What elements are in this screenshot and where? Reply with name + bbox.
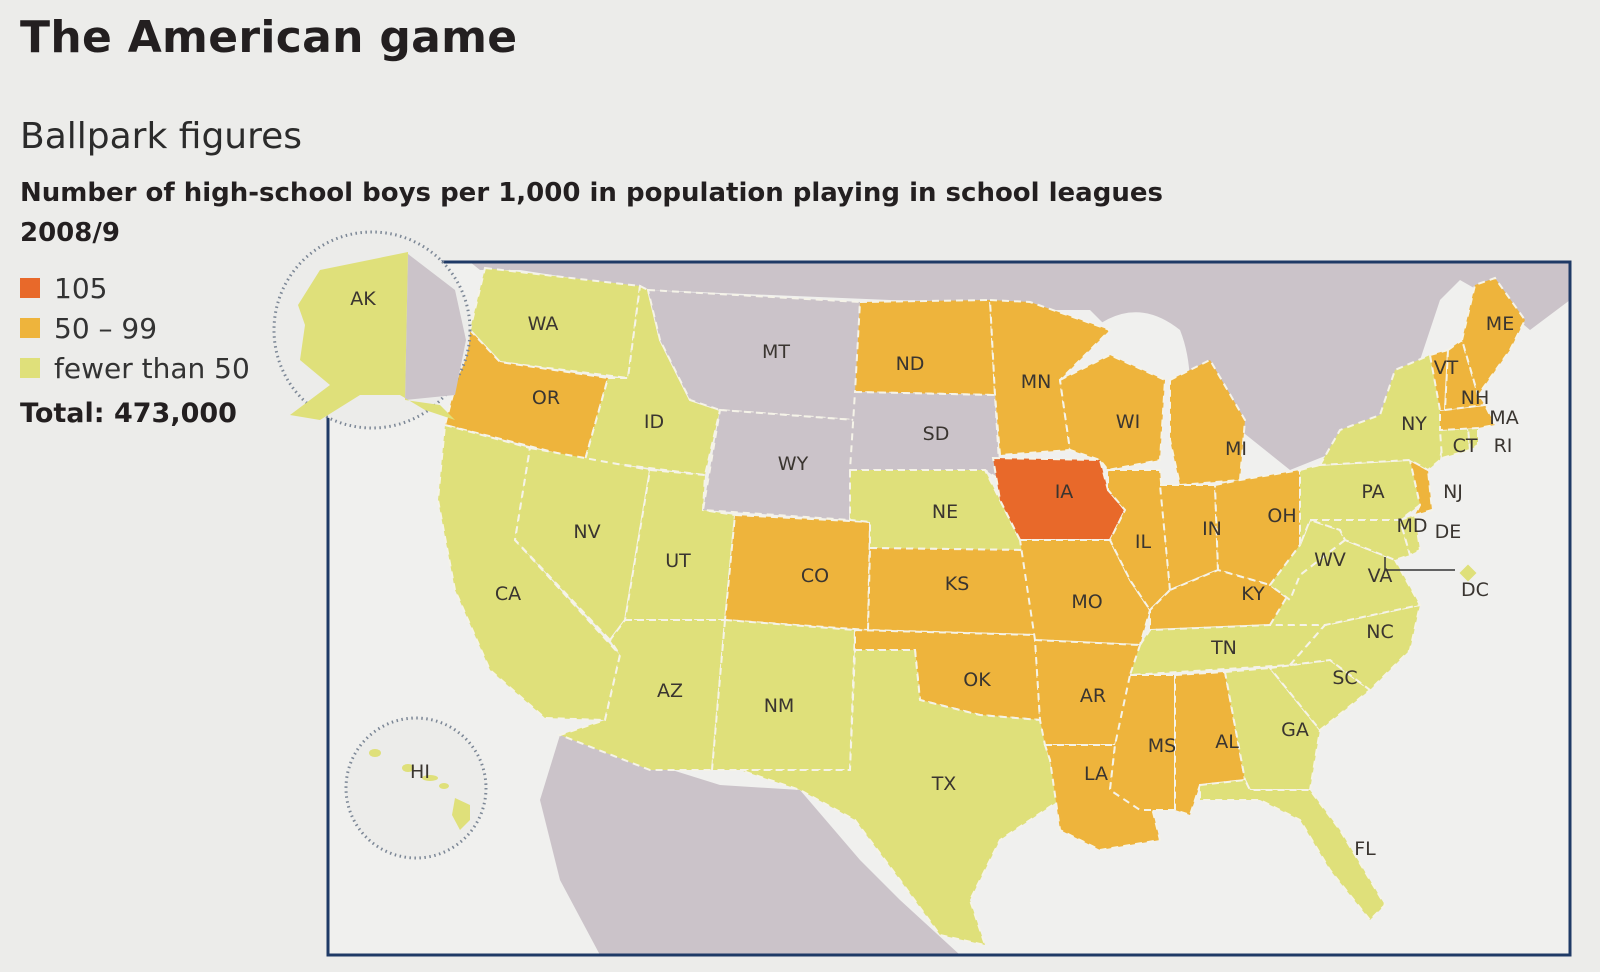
label-NC: NC (1366, 621, 1393, 643)
state-labels: AK HI WA OR CA ID NV UT AZ MT WY CO NM N… (350, 288, 1518, 860)
label-IL: IL (1135, 531, 1152, 553)
label-ID: ID (644, 411, 664, 433)
label-WI: WI (1116, 411, 1140, 433)
label-WY: WY (778, 453, 809, 475)
state-MT[interactable] (646, 288, 862, 422)
state-FL[interactable] (1199, 778, 1387, 922)
chart-subtitle: Ballpark figures (20, 116, 303, 157)
state-DE[interactable] (1398, 513, 1422, 557)
total-value: Total: 473,000 (20, 398, 237, 429)
dc-leader-line (1384, 557, 1455, 571)
label-KS: KS (945, 573, 970, 595)
label-NJ: NJ (1443, 481, 1463, 503)
label-NH: NH (1461, 387, 1490, 409)
label-CA: CA (495, 583, 521, 605)
state-NV[interactable] (513, 446, 652, 642)
state-WI[interactable] (1058, 353, 1167, 472)
label-UT: UT (665, 550, 691, 572)
label-CO: CO (801, 565, 829, 587)
label-DE: DE (1435, 521, 1462, 543)
hawaii-inset (344, 716, 488, 860)
states (436, 266, 1527, 947)
page-title: The American game (20, 12, 518, 63)
chart-description: Number of high-school boys per 1,000 in … (20, 173, 1270, 253)
label-IN: IN (1202, 518, 1222, 540)
label-ND: ND (896, 353, 925, 375)
label-DC: DC (1461, 579, 1489, 601)
canada-land (328, 262, 1570, 470)
state-AK[interactable] (290, 252, 455, 420)
description-line: Number of high-school boys per 1,000 in … (20, 178, 1163, 208)
label-GA: GA (1281, 719, 1309, 741)
label-FL: FL (1354, 838, 1376, 860)
label-NY: NY (1401, 413, 1427, 435)
label-AK: AK (350, 288, 376, 310)
legend-item-fewer-than-50: fewer than 50 (20, 348, 250, 388)
state-ME[interactable] (1460, 276, 1527, 398)
label-MA: MA (1489, 407, 1518, 429)
label-MS: MS (1148, 735, 1176, 757)
label-ME: ME (1486, 313, 1514, 335)
legend-item-105: 105 (20, 268, 250, 308)
label-WV: WV (1314, 549, 1346, 571)
label-VT: VT (1434, 357, 1459, 379)
state-ND[interactable] (853, 298, 997, 397)
legend-label: fewer than 50 (54, 351, 250, 385)
label-WA: WA (528, 313, 559, 335)
state-NH[interactable] (1443, 338, 1487, 412)
alaska-inset (272, 230, 472, 430)
label-HI: HI (410, 761, 430, 783)
state-ID[interactable] (583, 284, 722, 477)
state-WY[interactable] (701, 408, 857, 522)
label-SD: SD (923, 423, 950, 445)
label-VA: VA (1368, 565, 1393, 587)
mexico-land (540, 735, 960, 955)
legend-swatch-mid (20, 318, 40, 338)
label-CT: CT (1453, 435, 1478, 457)
state-TX[interactable] (739, 649, 1062, 947)
legend-label: 105 (54, 271, 108, 305)
label-AR: AR (1080, 685, 1106, 707)
label-TN: TN (1210, 637, 1237, 659)
label-NV: NV (573, 521, 600, 543)
label-KY: KY (1241, 583, 1265, 605)
legend-label: 50 – 99 (54, 311, 158, 345)
label-IA: IA (1055, 481, 1074, 503)
state-CO[interactable] (723, 513, 872, 632)
label-MN: MN (1021, 371, 1052, 393)
label-SC: SC (1332, 667, 1357, 689)
label-NM: NM (764, 695, 795, 717)
label-MO: MO (1071, 591, 1102, 613)
description-year: 2008/9 (20, 218, 120, 248)
label-NE: NE (932, 501, 958, 523)
label-AL: AL (1215, 731, 1239, 753)
label-RI: RI (1494, 435, 1513, 457)
label-MD: MD (1396, 515, 1427, 537)
legend-item-50-99: 50 – 99 (20, 308, 250, 348)
label-OR: OR (532, 387, 560, 409)
label-TX: TX (931, 773, 957, 795)
legend-swatch-high (20, 278, 40, 298)
state-MS[interactable] (1108, 674, 1176, 811)
label-PA: PA (1361, 481, 1384, 503)
state-WA[interactable] (468, 266, 642, 380)
label-LA: LA (1084, 763, 1108, 785)
label-OH: OH (1267, 505, 1296, 527)
state-SD[interactable] (848, 390, 1002, 482)
map-frame (326, 260, 1572, 957)
great-lakes (1080, 312, 1190, 465)
label-MI: MI (1225, 438, 1247, 460)
label-MT: MT (762, 341, 790, 363)
state-IN[interactable] (1158, 484, 1220, 592)
legend-swatch-low (20, 358, 40, 378)
state-DC[interactable] (1459, 564, 1477, 582)
state-IL[interactable] (1107, 469, 1172, 612)
state-PA[interactable] (1299, 458, 1422, 546)
state-HI[interactable] (369, 749, 470, 830)
label-OK: OK (963, 669, 991, 691)
label-AZ: AZ (657, 680, 683, 702)
legend: 105 50 – 99 fewer than 50 Total: 473,000 (20, 268, 250, 429)
